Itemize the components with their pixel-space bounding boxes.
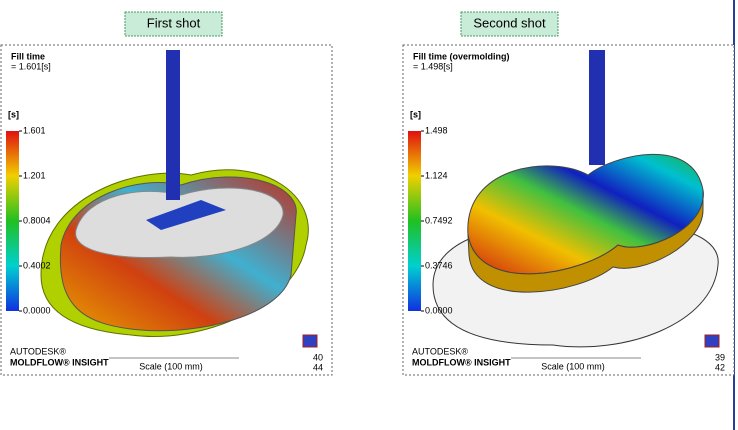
color-scale bbox=[408, 131, 421, 311]
result-panel: Fill time (overmolding)= 1.498[s] [s] 1.49… bbox=[402, 44, 735, 376]
axis-triad bbox=[704, 334, 720, 348]
scale-tick-label: 0.0000 bbox=[23, 305, 51, 315]
scale-tick-label: 1.201 bbox=[23, 170, 46, 180]
view-angle: 40 bbox=[313, 352, 323, 362]
sprue bbox=[166, 50, 180, 200]
product: MOLDFLOW® INSIGHT bbox=[10, 357, 109, 367]
scale-tick-label: 1.601 bbox=[23, 125, 46, 135]
view-angle: 44 bbox=[313, 362, 323, 372]
result-title: Fill time bbox=[11, 51, 45, 61]
scale-tick-label: 0.8004 bbox=[23, 215, 51, 225]
view-angle: 42 bbox=[715, 362, 725, 372]
scale-unit: [s] bbox=[8, 109, 19, 119]
scale-tick-label: 1.498 bbox=[425, 125, 448, 135]
label-box bbox=[124, 11, 223, 37]
scale-label: Scale (100 mm) bbox=[541, 361, 605, 371]
axis-triad bbox=[302, 334, 318, 348]
label-text: Second shot bbox=[473, 15, 546, 30]
scale-tick-label: 1.124 bbox=[425, 170, 448, 180]
view-angle: 39 bbox=[715, 352, 725, 362]
scale-tick-label: 0.4002 bbox=[23, 260, 51, 270]
result-title: Fill time (overmolding) bbox=[413, 51, 510, 61]
result-value: = 1.601[s] bbox=[11, 61, 51, 71]
scale-tick-label: 0.7492 bbox=[425, 215, 453, 225]
scale-tick-label: 0.3746 bbox=[425, 260, 453, 270]
scale-label: Scale (100 mm) bbox=[139, 361, 203, 371]
runner bbox=[146, 200, 226, 230]
result-panel: Fill time= 1.601[s] [s] 1.601 1.201 0.8004 0.… bbox=[0, 44, 333, 376]
scale-tick-label: 0.0000 bbox=[425, 305, 453, 315]
product: MOLDFLOW® INSIGHT bbox=[412, 357, 511, 367]
scale-unit: [s] bbox=[410, 109, 421, 119]
label-text: First shot bbox=[147, 15, 201, 30]
color-scale bbox=[6, 131, 19, 311]
result-value: = 1.498[s] bbox=[413, 61, 453, 71]
label-box bbox=[460, 11, 559, 37]
brand: AUTODESK® bbox=[412, 346, 468, 356]
shot-label: First shot bbox=[124, 11, 223, 37]
sprue bbox=[589, 50, 605, 165]
part-side bbox=[467, 189, 704, 293]
brand: AUTODESK® bbox=[10, 346, 66, 356]
shot-label: Second shot bbox=[460, 11, 559, 37]
